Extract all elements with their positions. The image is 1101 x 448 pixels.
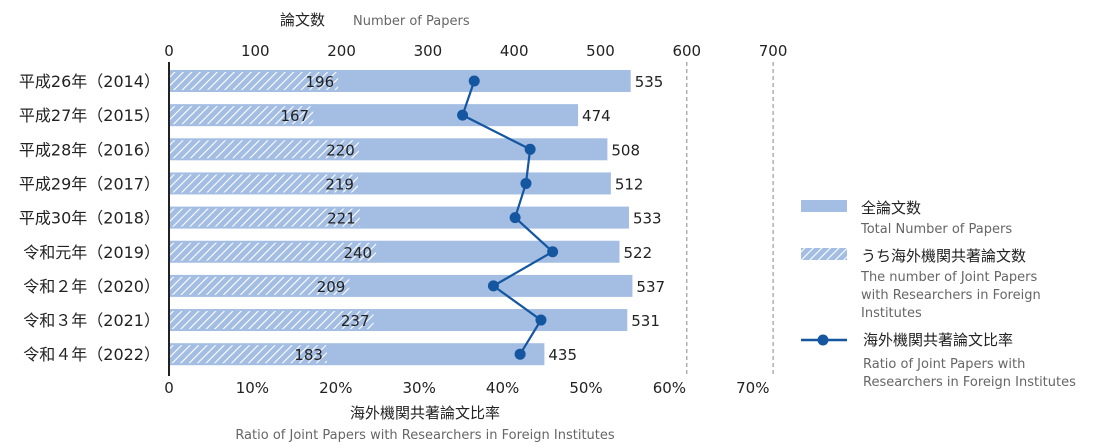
value-label-joint: 183	[294, 346, 323, 364]
top-tick-label: 600	[672, 42, 701, 60]
legend-sublabel-joint: Institutes	[861, 306, 922, 321]
bottom-axis-title: 海外機関共著論文比率	[350, 404, 500, 422]
ratio-point	[535, 314, 547, 326]
legend-label-ratio: 海外機関共著論文比率	[863, 331, 1013, 349]
ratio-point	[524, 143, 536, 155]
value-label-joint: 220	[326, 141, 355, 159]
ratio-point	[514, 348, 526, 360]
bars	[169, 70, 633, 366]
bottom-tick-label: 40%	[486, 379, 519, 397]
ratio-point	[509, 212, 521, 224]
value-label-joint: 240	[343, 244, 372, 262]
top-tick-label: 100	[241, 42, 270, 60]
value-label-total: 508	[611, 141, 640, 159]
category-label: 令和３年（2021）	[23, 311, 160, 330]
value-label-joint: 219	[325, 175, 354, 193]
legend-label-joint: うち海外機関共著論文数	[861, 247, 1026, 265]
bar-joint	[169, 106, 314, 125]
value-label-total: 435	[548, 346, 577, 364]
top-axis-subtitle: Number of Papers	[353, 14, 470, 29]
bar-joint	[169, 174, 358, 193]
legend-sublabel-ratio: Researchers in Foreign Institutes	[863, 375, 1076, 390]
bottom-tick-label: 70%	[736, 379, 769, 397]
category-label: 令和４年（2022）	[23, 345, 160, 364]
bottom-tick-label: 10%	[236, 379, 269, 397]
value-label-total: 531	[631, 312, 660, 330]
legend-swatch-joint	[801, 248, 847, 260]
bar-joint	[169, 208, 360, 227]
value-label-joint: 196	[306, 73, 335, 91]
legend-sublabel-joint: The number of Joint Papers	[860, 270, 1038, 285]
bar-joint	[169, 276, 350, 295]
value-label-total: 535	[635, 73, 664, 91]
category-label: 平成27年（2015）	[19, 106, 160, 125]
ratio-point	[468, 75, 480, 87]
bar-joint	[169, 311, 374, 330]
bottom-tick-label: 0	[164, 379, 174, 397]
value-label-total: 533	[633, 210, 662, 228]
ratio-point	[547, 246, 559, 258]
value-label-joint: 221	[327, 210, 356, 228]
bar-joint	[169, 72, 339, 90]
bar-joint	[169, 242, 377, 261]
bar-joint	[169, 140, 359, 159]
bottom-axis-subtitle: Ratio of Joint Papers with Researchers i…	[235, 428, 615, 443]
category-label: 令和元年（2019）	[23, 243, 160, 262]
top-tick-label: 200	[327, 42, 356, 60]
category-label: 平成26年（2014）	[19, 72, 160, 91]
legend-swatch-ratio-point	[817, 334, 829, 346]
bottom-tick-label: 60%	[653, 379, 686, 397]
bottom-tick-label: 30%	[403, 379, 436, 397]
top-tick-label: 700	[759, 42, 788, 60]
value-label-joint: 237	[341, 312, 370, 330]
value-label-total: 474	[582, 107, 611, 125]
category-label: 平成29年（2017）	[19, 174, 160, 193]
category-label: 平成28年（2016）	[19, 140, 160, 159]
legend-sublabel-total: Total Number of Papers	[860, 222, 1012, 237]
labels: 論文数 Number of Papers 0 100 200 300 400 500 600 70…	[19, 11, 788, 443]
value-label-joint: 209	[317, 278, 346, 296]
legend-sublabel-joint: with Researchers in Foreign	[861, 288, 1041, 303]
value-label-total: 512	[615, 175, 644, 193]
top-tick-label: 500	[586, 42, 615, 60]
top-tick-label: 0	[164, 42, 174, 60]
value-label-total: 522	[623, 244, 652, 262]
value-label-total: 537	[636, 278, 665, 296]
category-label: 平成30年（2018）	[19, 209, 160, 228]
ratio-point	[487, 280, 499, 292]
ratio-line	[457, 75, 559, 360]
legend: 全論文数 Total Number of Papers うち海外機関共著論文数 The…	[801, 199, 1076, 390]
ratio-point	[520, 177, 532, 189]
legend-sublabel-ratio: Ratio of Joint Papers with	[863, 357, 1025, 372]
gridlines	[686, 62, 774, 376]
legend-swatch-total	[801, 200, 847, 212]
bar-joint	[169, 345, 327, 364]
category-label: 令和２年（2020）	[23, 277, 160, 296]
bottom-tick-label: 20%	[319, 379, 352, 397]
top-tick-label: 300	[414, 42, 443, 60]
top-axis-title: 論文数	[280, 11, 325, 29]
ratio-point	[457, 109, 469, 121]
top-tick-label: 400	[500, 42, 529, 60]
legend-label-total: 全論文数	[861, 199, 921, 217]
bottom-tick-label: 50%	[569, 379, 602, 397]
value-label-joint: 167	[280, 107, 309, 125]
